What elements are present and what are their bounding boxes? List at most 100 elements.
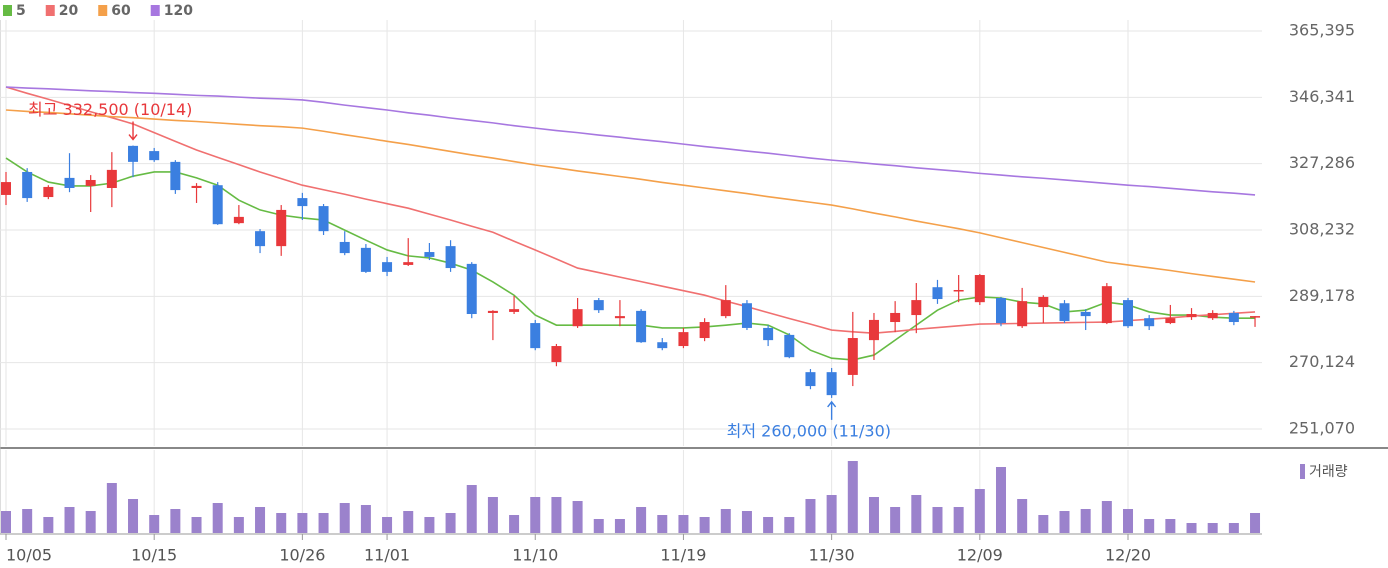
legend-label: 20 — [59, 3, 79, 19]
legend-label: 60 — [111, 3, 131, 19]
volume-bar — [276, 513, 287, 533]
volume-bar — [487, 497, 498, 533]
candle-body — [487, 310, 498, 313]
candle-body — [360, 247, 371, 272]
candle-body — [720, 300, 731, 317]
ma-line — [5, 86, 1256, 196]
candle-body — [1123, 300, 1134, 327]
candle-body — [22, 171, 33, 199]
volume-bar — [149, 515, 160, 533]
x-tick-label: 10/05 — [6, 546, 52, 565]
candle-body — [1186, 314, 1197, 318]
volume-bar — [297, 513, 308, 533]
x-tick-label: 10/26 — [279, 546, 325, 565]
volume-bar — [170, 509, 181, 533]
volume-bar — [1207, 523, 1218, 533]
candle-body — [911, 300, 922, 316]
volume-bar — [1186, 523, 1197, 533]
candle-body — [932, 287, 943, 300]
volume-bar — [995, 467, 1006, 533]
volume-bar — [1123, 509, 1134, 533]
legend-swatch — [1300, 464, 1305, 479]
candle-body — [85, 179, 96, 186]
candle-body — [382, 262, 393, 272]
volume-bar — [678, 515, 689, 533]
legend-swatch — [150, 5, 160, 16]
volume-bar — [43, 517, 54, 533]
annotation-arrow — [827, 400, 837, 420]
candle-body — [212, 185, 223, 225]
candle-body — [763, 327, 774, 341]
volume-bar — [699, 517, 710, 533]
x-tick-label: 11/10 — [512, 546, 558, 565]
candle-body — [868, 319, 879, 341]
volume-bar — [847, 461, 858, 533]
candle-body — [1165, 318, 1176, 324]
volume-bar — [339, 503, 350, 533]
annotation-arrow — [128, 121, 138, 141]
ma-line — [5, 109, 1256, 283]
volume-bar — [466, 485, 477, 533]
annotation-text: 최저 260,000 (11/30) — [727, 421, 891, 440]
candle-body — [1101, 286, 1112, 324]
candle-body — [1059, 303, 1070, 321]
legend-label: 5 — [16, 3, 26, 19]
candle-body — [466, 263, 477, 315]
candle-body — [106, 169, 117, 188]
ma-line — [5, 86, 1256, 334]
candle-body — [1144, 318, 1155, 327]
candle-body — [424, 252, 435, 257]
volume-bar — [106, 483, 117, 533]
x-tick-label: 11/01 — [364, 546, 410, 565]
candle-body — [699, 322, 710, 339]
candle-body — [995, 297, 1006, 324]
y-tick-label: 270,124 — [1289, 352, 1355, 371]
candle-body — [847, 338, 858, 375]
candle-body — [1038, 296, 1049, 308]
volume-bar — [1165, 519, 1176, 533]
candle-body — [233, 216, 244, 224]
volume-bar — [128, 499, 139, 533]
volume-bar — [1038, 515, 1049, 533]
volume-bar — [191, 517, 202, 533]
candle-body — [43, 186, 54, 198]
y-tick-label: 251,070 — [1289, 419, 1355, 438]
candle-body — [64, 177, 75, 188]
candle-body — [1080, 311, 1091, 317]
y-tick-label: 327,286 — [1289, 153, 1355, 172]
legend-label: 120 — [164, 3, 193, 19]
volume-bar — [890, 507, 901, 533]
y-tick-label: 365,395 — [1289, 21, 1355, 40]
x-tick-label: 12/20 — [1105, 546, 1151, 565]
volume-bar — [1250, 513, 1261, 533]
volume-bar — [763, 517, 774, 533]
volume-bar — [1017, 499, 1028, 533]
volume-bar — [233, 517, 244, 533]
x-tick-label: 11/19 — [660, 546, 706, 565]
candle-body — [636, 310, 647, 343]
volume-bar — [572, 501, 583, 533]
candle-body — [170, 161, 181, 191]
candle-body — [403, 262, 414, 265]
volume-bar — [657, 515, 668, 533]
candle-body — [805, 372, 816, 387]
y-tick-label: 346,341 — [1289, 87, 1355, 106]
candle-body — [1017, 301, 1028, 327]
legend-swatch — [3, 5, 12, 16]
candle-body — [974, 275, 985, 303]
volume-bar — [1228, 523, 1239, 533]
volume-bar — [255, 507, 266, 533]
candle-body — [1250, 316, 1261, 318]
volume-bar — [530, 497, 541, 533]
volume-bar — [509, 515, 520, 533]
volume-bar — [85, 511, 96, 533]
candle-body — [149, 151, 160, 161]
x-tick-label: 12/09 — [957, 546, 1003, 565]
volume-bar — [826, 495, 837, 533]
volume-bar — [424, 517, 435, 533]
candle-body — [530, 323, 541, 349]
legend-swatch — [98, 5, 108, 16]
volume-bar — [22, 509, 33, 533]
